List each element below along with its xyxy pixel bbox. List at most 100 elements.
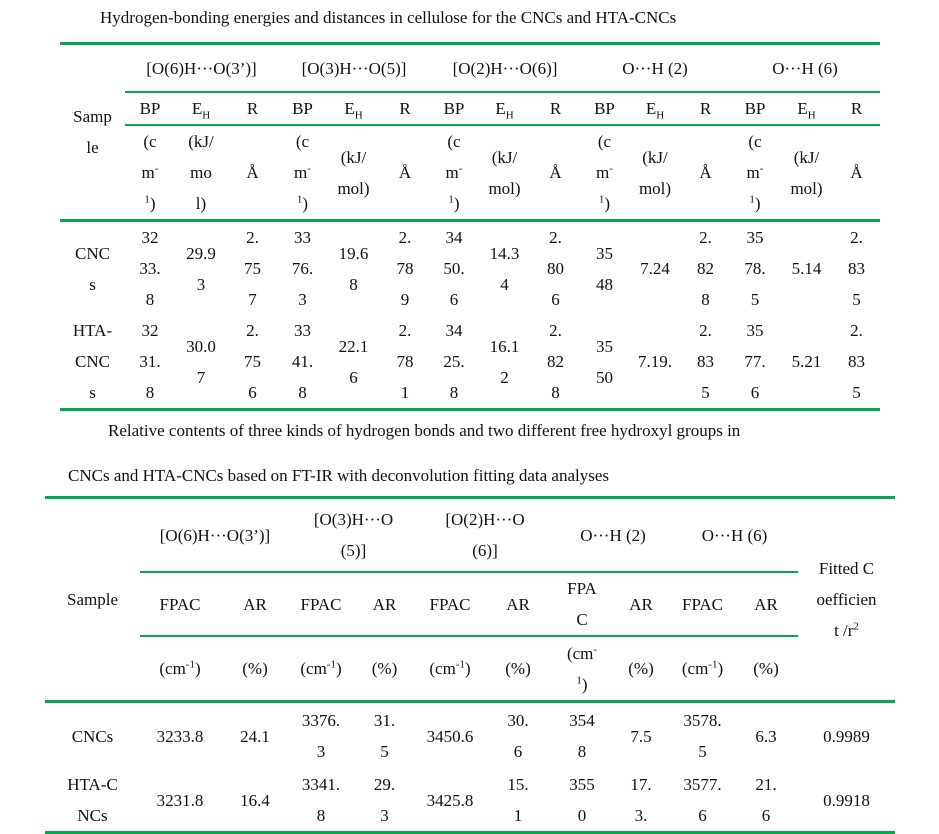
value-cell-text: 3233.8: [156, 726, 204, 746]
sample-header-text: Sample: [73, 107, 112, 157]
unit-row: (cm-1) (%) (cm-1) (%) (cm-1) (%) (cm-1) (%) (cm-…: [45, 636, 895, 703]
value-cell: 16.12: [478, 315, 531, 411]
r-header-text: R: [549, 99, 562, 118]
value-cell: 2.835: [681, 315, 730, 411]
value-cell-text: 29.93: [186, 243, 216, 294]
ar-unit: (%): [352, 636, 417, 703]
value-cell-text: 16.12: [489, 336, 520, 387]
group-header: [O(6)H···O(3’)]: [125, 42, 278, 93]
r-header: R: [227, 92, 278, 126]
fpac-header-text: FPAC: [300, 594, 342, 614]
value-cell: 2.835: [833, 315, 880, 411]
fpac-unit: (cm-1): [417, 636, 483, 703]
group-header-row: Sample [O(6)H···O(3’)] [O(3)H···O(5)] [O(2)…: [45, 496, 895, 703]
bp-unit: (cm-1): [580, 125, 629, 222]
group-header: O···H (6): [730, 42, 880, 93]
value-cell-text: 2.789: [396, 228, 414, 309]
value-cell: 7.24: [629, 221, 681, 316]
value-cell: 17.3.: [611, 769, 671, 834]
value-cell: 3450.6: [430, 221, 478, 316]
eh-unit: (kJ/mol): [629, 125, 681, 222]
r-header: R: [833, 92, 880, 126]
eh-unit: (kJ/mol): [327, 125, 380, 222]
r-unit: Å: [227, 125, 278, 222]
value-cell: 3425.8: [430, 315, 478, 411]
ar-header: AR: [220, 572, 290, 637]
sample-cell: HTA-CNCs: [60, 315, 125, 411]
r-header: R: [531, 92, 580, 126]
fpac-header-text: FPAC: [682, 594, 723, 614]
value-cell-text: 2.756: [244, 321, 261, 402]
group-header-text: [O(2)H···O(6)]: [452, 58, 558, 78]
sample-cell-text: CNCs: [75, 243, 110, 294]
fpac-unit-text: (cm-1): [566, 642, 598, 694]
fitted-cell: 0.9918: [798, 769, 895, 834]
value-cell: 5.21: [780, 315, 833, 411]
r-unit-text: Å: [398, 163, 412, 182]
group-header-text: O···H (6): [701, 525, 768, 545]
value-cell-text: 3233.8: [139, 228, 161, 309]
sample-header: Sample: [60, 42, 125, 222]
unit-row: (cm-1) (kJ/mol) Å (cm-1) (kJ/mol) Å (cm-1) (kJ/…: [60, 125, 880, 222]
value-cell-text: 3231.8: [139, 321, 161, 402]
bp-unit: (cm-1): [430, 125, 478, 222]
r-header: R: [380, 92, 430, 126]
value-cell-text: 29.3: [373, 775, 396, 825]
eh-unit: (kJ/mol): [780, 125, 833, 222]
value-cell-text: 3577.6: [744, 321, 766, 402]
value-cell-text: 3548: [569, 711, 595, 761]
table-row: CNCs 3233.8 29.93 2.757 3376.3 19.68 2.789 3450…: [60, 221, 880, 316]
value-cell: 3577.6: [671, 769, 734, 834]
ar-header-text: AR: [243, 594, 267, 614]
fitted-cell: 0.9989: [798, 702, 895, 770]
fpac-header: FPAC: [553, 572, 611, 637]
sample-header-text: Sample: [67, 590, 118, 609]
value-cell: 3233.8: [140, 702, 220, 770]
sub-header-row: BP EH R BP EH R BP EH R BP EH R BP EH R: [60, 92, 880, 126]
value-cell-text: 14.34: [489, 243, 520, 294]
eh-header-text: EH: [645, 99, 665, 122]
hydrogen-bond-content-table: Sample [O(6)H···O(3’)] [O(3)H···O(5)] [O(2)…: [45, 496, 895, 834]
value-cell: 29.3: [352, 769, 417, 834]
bp-header-text: BP: [443, 99, 465, 118]
value-cell: 21.6: [734, 769, 798, 834]
value-cell: 2.828: [681, 221, 730, 316]
value-cell: 24.1: [220, 702, 290, 770]
ar-header: AR: [734, 572, 798, 637]
sample-cell: HTA-CNCs: [45, 769, 140, 834]
bp-header-text: BP: [744, 99, 766, 118]
value-cell-text: 2.757: [244, 228, 261, 309]
value-cell: 2.756: [227, 315, 278, 411]
eh-header: EH: [629, 92, 681, 126]
table2-caption-line2: CNCs and HTA-CNCs based on FT-IR with de…: [68, 466, 610, 485]
r-unit-text: Å: [549, 163, 562, 182]
value-cell: 19.68: [327, 221, 380, 316]
fpac-header: FPAC: [290, 572, 352, 637]
ar-unit: (%): [483, 636, 553, 703]
fitted-cell-text: 0.9989: [823, 726, 870, 746]
value-cell: 3425.8: [417, 769, 483, 834]
sample-cell-text: HTA-CNCs: [72, 321, 113, 402]
bp-unit-text: (cm-1): [141, 132, 159, 213]
value-cell-text: 3577.6: [683, 775, 722, 825]
value-cell: 2.835: [833, 221, 880, 316]
group-header: [O(3)H···O(5)]: [278, 42, 430, 93]
table1-caption: Hydrogen-bonding energies and distances …: [100, 8, 677, 27]
fitted-cell-text: 0.9918: [823, 790, 870, 810]
eh-header: EH: [478, 92, 531, 126]
group-header: [O(3)H···O(5)]: [290, 496, 417, 573]
group-header-text: [O(2)H···O(6)]: [445, 510, 525, 560]
table-row: HTA-CNCs 3231.8 16.4 3341.8 29.3 3425.8 15.1 35…: [45, 769, 895, 834]
value-cell: 30.07: [175, 315, 227, 411]
value-cell-text: 19.68: [338, 243, 369, 294]
eh-unit: (kJ/mol): [175, 125, 227, 222]
value-cell-text: 3548: [596, 243, 613, 294]
table-row: HTA-CNCs 3231.8 30.07 2.756 3341.8 22.16 2.781…: [60, 315, 880, 411]
ar-unit-text: (%): [242, 659, 268, 678]
bp-unit: (cm-1): [278, 125, 327, 222]
ar-header-text: AR: [372, 594, 397, 614]
value-cell-text: 6.3: [755, 726, 777, 746]
group-header: O···H (6): [671, 496, 798, 573]
table-row: CNCs 3233.8 24.1 3376.3 31.5 3450.6 30.6 3548 7.…: [45, 702, 895, 770]
bp-header: BP: [430, 92, 478, 126]
